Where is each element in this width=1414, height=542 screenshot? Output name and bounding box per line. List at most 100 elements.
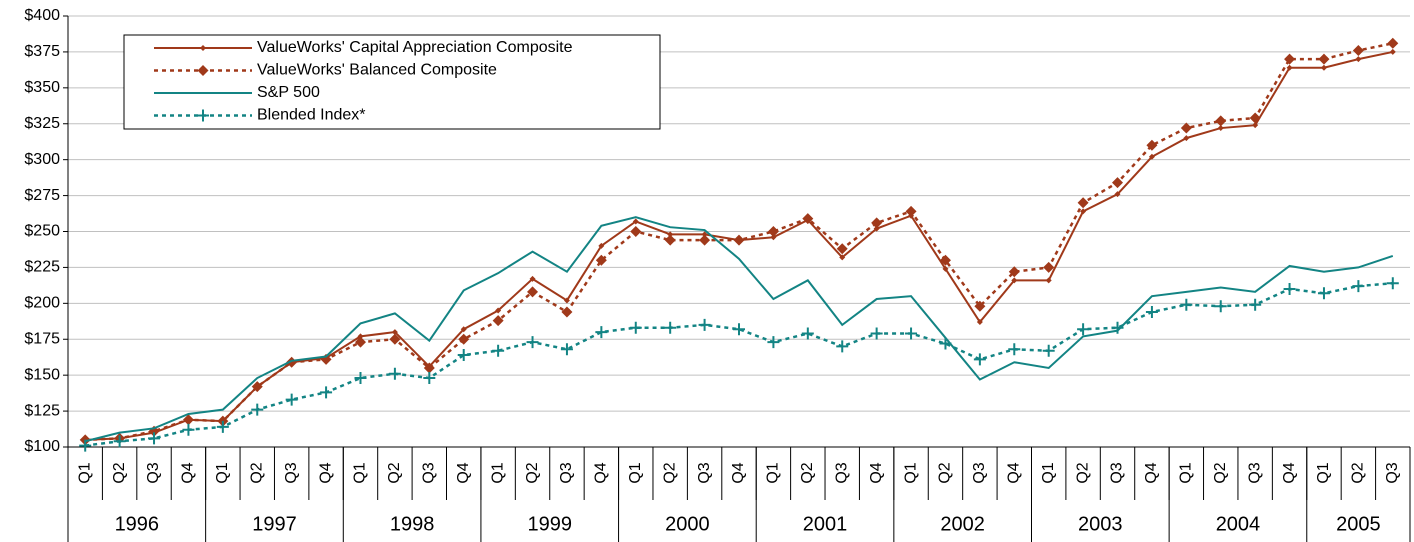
x-tick-label: Q1 — [1315, 462, 1332, 483]
group-label: 1999 — [527, 513, 572, 535]
point — [391, 329, 398, 336]
point — [839, 254, 846, 261]
point — [1180, 298, 1193, 311]
point — [1180, 122, 1192, 134]
point — [1389, 48, 1396, 55]
point — [870, 327, 883, 340]
point — [1077, 197, 1089, 209]
group-label: 2002 — [940, 513, 985, 535]
y-tick-label: $250 — [24, 223, 60, 240]
point — [1112, 177, 1124, 189]
x-tick-label: Q3 — [971, 462, 988, 483]
point — [1008, 266, 1020, 278]
point — [770, 234, 777, 241]
point — [1043, 261, 1055, 273]
x-tick-label: Q4 — [1281, 462, 1298, 483]
point — [733, 234, 745, 246]
point — [1183, 135, 1190, 142]
y-tick-label: $350 — [24, 79, 60, 96]
point — [1352, 44, 1364, 56]
point — [598, 242, 605, 249]
x-tick-label: Q4 — [1143, 462, 1160, 483]
point — [942, 265, 949, 272]
y-tick-label: $325 — [24, 115, 60, 132]
point — [388, 367, 401, 380]
point — [423, 372, 436, 385]
point — [320, 386, 333, 399]
series-line — [85, 281, 1393, 447]
point — [873, 225, 880, 232]
group-label: 2001 — [803, 513, 848, 535]
point — [836, 340, 849, 353]
point — [630, 226, 642, 237]
legend-box — [123, 34, 661, 130]
point — [251, 403, 264, 416]
x-tick-label: Q3 — [145, 462, 162, 483]
point — [595, 326, 608, 339]
point — [492, 344, 505, 357]
x-tick-label: Q2 — [799, 462, 816, 483]
point — [1008, 343, 1021, 356]
point — [973, 353, 986, 366]
point — [1352, 280, 1365, 293]
point — [527, 286, 539, 298]
point — [767, 336, 780, 349]
point — [389, 333, 401, 345]
legend-marker — [200, 45, 206, 51]
point — [495, 307, 502, 314]
group-label: 1996 — [115, 513, 160, 535]
point — [457, 349, 470, 362]
point — [802, 213, 814, 225]
point — [492, 315, 504, 327]
point — [1317, 287, 1330, 300]
point — [1387, 37, 1399, 49]
point — [1145, 305, 1158, 318]
legend-label: Blended Index* — [257, 107, 366, 124]
point — [1283, 282, 1296, 295]
legend-label: S&P 500 — [257, 84, 320, 101]
group-label: 1998 — [390, 513, 435, 535]
group-label: 1997 — [252, 513, 297, 535]
x-tick-label: Q2 — [248, 462, 265, 483]
x-tick-label: Q4 — [730, 462, 747, 483]
point — [595, 254, 607, 266]
y-tick-label: $300 — [24, 151, 60, 168]
point — [664, 321, 677, 334]
point — [1249, 112, 1261, 124]
y-tick-label: $175 — [24, 330, 60, 347]
x-tick-label: Q2 — [1350, 462, 1367, 483]
point — [182, 414, 194, 426]
point — [1114, 191, 1121, 198]
point — [251, 381, 263, 393]
point — [460, 326, 467, 333]
x-tick-label: Q4 — [455, 462, 472, 483]
point — [1011, 277, 1018, 284]
point — [1077, 323, 1090, 336]
y-tick-label: $125 — [24, 402, 60, 419]
x-tick-label: Q3 — [1384, 462, 1401, 483]
x-tick-label: Q4 — [868, 462, 885, 483]
x-tick-label: Q1 — [765, 462, 782, 483]
y-tick-label: $400 — [24, 7, 60, 24]
point — [974, 300, 986, 312]
group-label: 2003 — [1078, 513, 1123, 535]
point — [939, 337, 952, 350]
series-line — [84, 216, 1394, 443]
x-tick-label: Q1 — [214, 462, 231, 483]
point — [1080, 208, 1087, 215]
point — [698, 318, 711, 331]
point — [1318, 53, 1330, 65]
point — [767, 226, 779, 237]
y-tick-label: $150 — [24, 366, 60, 383]
point — [1284, 53, 1296, 65]
x-tick-label: Q2 — [386, 462, 403, 483]
point — [629, 321, 642, 334]
point — [733, 323, 745, 336]
point — [1215, 115, 1227, 127]
x-tick-label: Q2 — [661, 462, 678, 483]
x-tick-label: Q3 — [1109, 462, 1126, 483]
point — [1042, 344, 1055, 357]
point — [561, 306, 573, 318]
point — [563, 297, 570, 304]
